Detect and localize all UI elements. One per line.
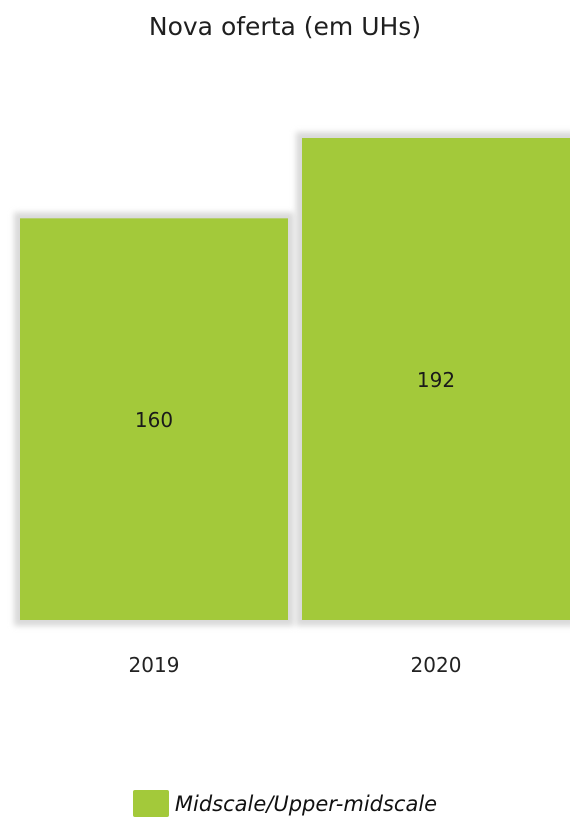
chart-title: Nova oferta (em UHs) xyxy=(148,12,422,41)
x-tick-label-2020: 2020 xyxy=(411,653,462,677)
bar-2020 xyxy=(302,138,570,620)
legend: Midscale/Upper-midscale xyxy=(0,790,570,817)
bars-layer xyxy=(14,132,570,627)
legend-label: Midscale/Upper-midscale xyxy=(174,791,438,816)
bar-2019 xyxy=(20,218,288,621)
data-label-2020: 192 xyxy=(417,368,455,392)
legend-swatch xyxy=(132,790,169,817)
x-tick-labels: 2019 2020 xyxy=(129,653,462,677)
bar-chart: 160 192 2019 2020 xyxy=(14,132,570,677)
x-tick-label-2019: 2019 xyxy=(129,653,180,677)
labels-layer: 160 192 xyxy=(135,368,455,432)
data-label-2019: 160 xyxy=(135,408,173,432)
